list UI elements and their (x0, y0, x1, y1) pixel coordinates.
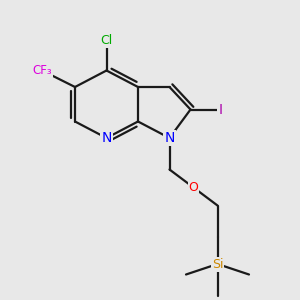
Text: Si: Si (212, 257, 223, 271)
Text: Cl: Cl (100, 34, 112, 47)
Text: I: I (218, 103, 223, 116)
Text: O: O (189, 181, 198, 194)
Text: N: N (164, 131, 175, 145)
Text: N: N (101, 131, 112, 145)
Text: CF₃: CF₃ (32, 64, 52, 77)
